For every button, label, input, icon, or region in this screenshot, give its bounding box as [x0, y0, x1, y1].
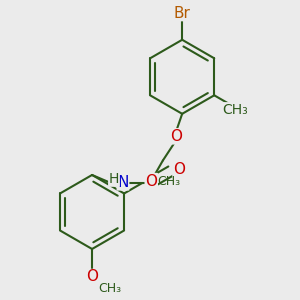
- Text: O: O: [173, 162, 185, 177]
- Text: O: O: [170, 129, 182, 144]
- Text: CH₃: CH₃: [157, 175, 180, 188]
- Text: H: H: [109, 172, 119, 186]
- Text: CH₃: CH₃: [223, 103, 248, 117]
- Text: O: O: [86, 269, 98, 284]
- Text: O: O: [145, 174, 157, 189]
- Text: CH₃: CH₃: [98, 282, 121, 295]
- Text: N: N: [117, 175, 129, 190]
- Text: Br: Br: [174, 6, 190, 21]
